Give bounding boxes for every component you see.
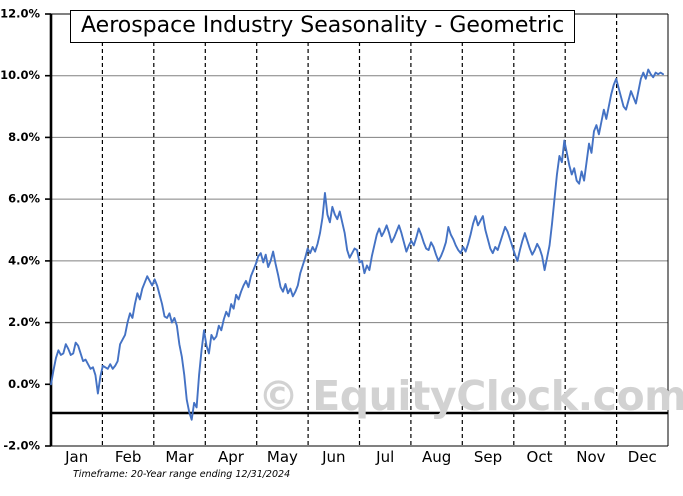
y-tick-label-6: 6.0%	[8, 192, 40, 206]
y-tick-label-4: 4.0%	[8, 253, 40, 267]
vertical-month-gridlines	[101, 14, 618, 446]
y-axis-labels: 12.0% 10.0% 8.0% 6.0% 4.0% 2.0% 0.0% -2.0%	[0, 7, 40, 453]
x-tick-label-Feb: Feb	[115, 448, 142, 466]
y-tick-label--2: -2.0%	[3, 439, 40, 453]
x-tick-label-Aug: Aug	[422, 448, 451, 466]
x-tick-label-Jun: Jun	[321, 448, 345, 466]
x-tick-label-Mar: Mar	[165, 448, 194, 466]
timeframe-footnote: Timeframe: 20-Year range ending 12/31/20…	[73, 469, 290, 480]
x-tick-label-Sep: Sep	[474, 448, 502, 466]
y-tick-label-8: 8.0%	[8, 130, 40, 144]
x-tick-label-Nov: Nov	[576, 448, 605, 466]
y-tick-label-12: 12.0%	[0, 7, 40, 21]
y-tick-label-2: 2.0%	[8, 315, 40, 329]
y-tick-label-10: 10.0%	[0, 68, 40, 82]
series-line-0	[50, 68, 665, 421]
x-tick-label-Dec: Dec	[628, 448, 657, 466]
chart-title: Aerospace Industry Seasonality - Geometr…	[70, 10, 576, 44]
series-lines	[50, 68, 665, 421]
x-tick-label-Jan: Jan	[64, 448, 88, 466]
x-tick-label-Apr: Apr	[218, 448, 245, 466]
y-tick-label-0: 0.0%	[8, 377, 40, 391]
y-axis-ticks	[45, 13, 51, 447]
x-tick-label-Jul: Jul	[375, 448, 394, 466]
x-tick-label-Oct: Oct	[527, 448, 553, 466]
x-tick-label-May: May	[267, 448, 298, 466]
x-axis-month-labels: Jan Feb Mar Apr May Jun Jul Aug Sep Oct Nov Dec	[64, 448, 657, 466]
